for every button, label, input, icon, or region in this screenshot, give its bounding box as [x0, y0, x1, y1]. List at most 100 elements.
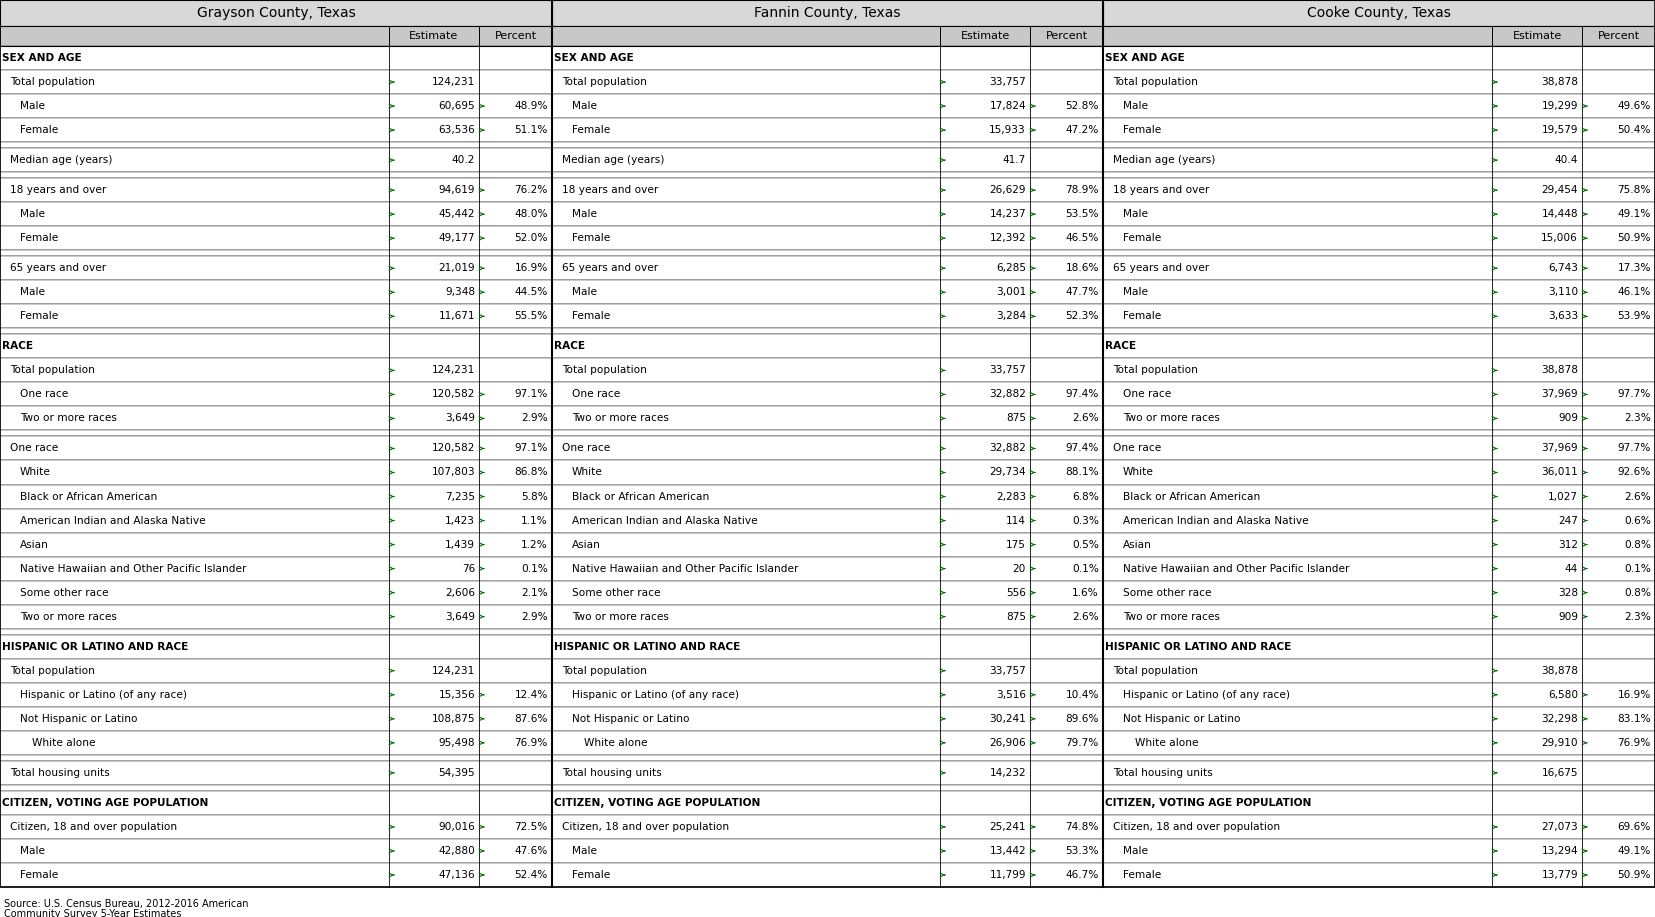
Bar: [1102, 839, 1655, 863]
Text: 36,011: 36,011: [1541, 468, 1577, 478]
Text: 52.4%: 52.4%: [515, 870, 548, 880]
Text: 48.0%: 48.0%: [515, 209, 548, 219]
Bar: [1102, 863, 1655, 887]
Text: 2.6%: 2.6%: [1072, 612, 1099, 622]
Text: 50.4%: 50.4%: [1617, 125, 1652, 135]
Bar: [0, 328, 553, 335]
Text: 52.8%: 52.8%: [1066, 101, 1099, 111]
Text: 53.5%: 53.5%: [1066, 209, 1099, 219]
Text: Citizen, 18 and over population: Citizen, 18 and over population: [563, 822, 730, 832]
Text: 78.9%: 78.9%: [1066, 185, 1099, 195]
Text: 0.8%: 0.8%: [1624, 539, 1652, 549]
Text: Two or more races: Two or more races: [1124, 612, 1220, 622]
Text: RACE: RACE: [1106, 341, 1135, 351]
Text: 3,110: 3,110: [1547, 287, 1577, 297]
Text: White: White: [1124, 468, 1154, 478]
Text: 1.6%: 1.6%: [1072, 588, 1099, 598]
Text: 19,579: 19,579: [1541, 125, 1577, 135]
Text: 3,633: 3,633: [1547, 311, 1577, 321]
Text: 18 years and over: 18 years and over: [10, 185, 106, 195]
Text: Male: Male: [20, 101, 45, 111]
Bar: [1102, 70, 1655, 94]
Bar: [0, 509, 553, 533]
Text: 909: 909: [1557, 612, 1577, 622]
Text: 44.5%: 44.5%: [515, 287, 548, 297]
Text: 90,016: 90,016: [439, 822, 475, 832]
Text: 120,582: 120,582: [432, 390, 475, 400]
Text: Total housing units: Total housing units: [10, 768, 109, 778]
Bar: [553, 863, 1102, 887]
Bar: [553, 509, 1102, 533]
Text: One race: One race: [1124, 390, 1172, 400]
Text: HISPANIC OR LATINO AND RACE: HISPANIC OR LATINO AND RACE: [554, 642, 740, 652]
Bar: [553, 430, 1102, 436]
Bar: [1102, 557, 1655, 580]
Text: CITIZEN, VOTING AGE POPULATION: CITIZEN, VOTING AGE POPULATION: [1106, 798, 1311, 808]
Bar: [1029, 26, 1102, 46]
Text: 2.6%: 2.6%: [1072, 414, 1099, 424]
Bar: [1102, 635, 1655, 658]
Text: Total population: Total population: [1114, 666, 1198, 676]
Bar: [553, 142, 1102, 149]
Bar: [1102, 815, 1655, 839]
Bar: [0, 172, 553, 178]
Text: Total population: Total population: [10, 365, 94, 375]
Text: One race: One race: [20, 390, 68, 400]
Text: White alone: White alone: [1135, 738, 1198, 748]
Text: 0.5%: 0.5%: [1072, 539, 1099, 549]
Text: 53.3%: 53.3%: [1066, 846, 1099, 856]
Bar: [553, 328, 1102, 335]
Bar: [553, 580, 1102, 604]
Text: 26,629: 26,629: [990, 185, 1026, 195]
Text: White alone: White alone: [31, 738, 96, 748]
Text: 53.9%: 53.9%: [1617, 311, 1652, 321]
Bar: [0, 359, 553, 382]
Text: 55.5%: 55.5%: [515, 311, 548, 321]
Bar: [0, 26, 389, 46]
Text: 97.4%: 97.4%: [1066, 444, 1099, 454]
Text: 1,027: 1,027: [1547, 492, 1577, 502]
Text: Male: Male: [573, 101, 597, 111]
Bar: [0, 281, 553, 304]
Text: 9,348: 9,348: [445, 287, 475, 297]
Bar: [0, 790, 553, 815]
Text: 13,294: 13,294: [1541, 846, 1577, 856]
Text: SEX AND AGE: SEX AND AGE: [2, 53, 81, 63]
Bar: [1102, 755, 1655, 761]
Bar: [553, 761, 1102, 785]
Text: 41.7: 41.7: [1003, 155, 1026, 165]
Text: Not Hispanic or Latino: Not Hispanic or Latino: [1124, 713, 1241, 724]
Text: 97.7%: 97.7%: [1617, 444, 1652, 454]
Text: 87.6%: 87.6%: [515, 713, 548, 724]
Text: 6,580: 6,580: [1547, 690, 1577, 700]
Bar: [0, 604, 553, 629]
Text: 47,136: 47,136: [439, 870, 475, 880]
Bar: [553, 629, 1102, 635]
Bar: [553, 250, 1102, 256]
Text: Percent: Percent: [1597, 31, 1640, 41]
Text: 29,454: 29,454: [1541, 185, 1577, 195]
Bar: [553, 790, 1102, 815]
Text: 33,757: 33,757: [990, 365, 1026, 375]
Text: 44: 44: [1564, 564, 1577, 574]
Bar: [1102, 382, 1655, 406]
Text: 69.6%: 69.6%: [1617, 822, 1652, 832]
Text: Fannin County, Texas: Fannin County, Texas: [755, 6, 900, 20]
Text: 11,799: 11,799: [990, 870, 1026, 880]
Bar: [0, 178, 553, 202]
Bar: [1102, 430, 1655, 436]
Bar: [0, 460, 553, 484]
Text: Native Hawaiian and Other Pacific Islander: Native Hawaiian and Other Pacific Island…: [1124, 564, 1349, 574]
Bar: [553, 178, 1102, 202]
Text: Native Hawaiian and Other Pacific Islander: Native Hawaiian and Other Pacific Island…: [573, 564, 798, 574]
Text: Female: Female: [1124, 870, 1162, 880]
Text: 76.9%: 76.9%: [515, 738, 548, 748]
Text: 3,284: 3,284: [996, 311, 1026, 321]
Bar: [553, 281, 1102, 304]
Text: 15,933: 15,933: [990, 125, 1026, 135]
Text: 51.1%: 51.1%: [515, 125, 548, 135]
Bar: [0, 304, 553, 328]
Text: 15,356: 15,356: [439, 690, 475, 700]
Bar: [0, 430, 553, 436]
Text: 3,001: 3,001: [996, 287, 1026, 297]
